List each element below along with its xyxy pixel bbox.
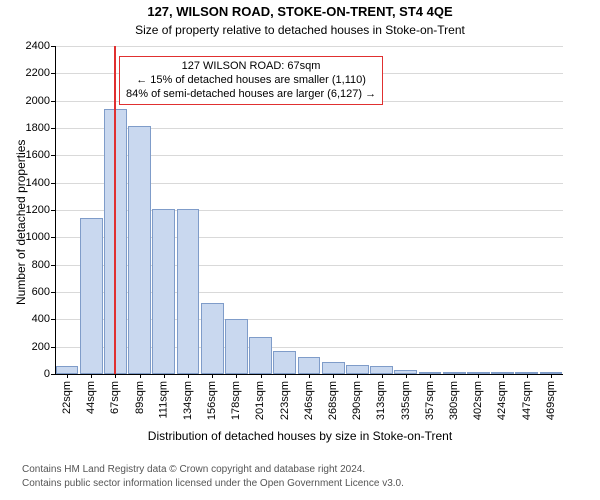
x-tick-label: 380sqm: [448, 374, 460, 420]
chart-title: 127, WILSON ROAD, STOKE-ON-TRENT, ST4 4Q…: [0, 4, 600, 19]
x-tick-label: 290sqm: [351, 374, 363, 420]
chart-subtitle: Size of property relative to detached ho…: [0, 23, 600, 37]
annotation-line-2: ← 15% of detached houses are smaller (1,…: [126, 74, 376, 88]
x-axis-label: Distribution of detached houses by size …: [0, 429, 600, 443]
histogram-bar: [80, 218, 103, 374]
x-tick-label: 178sqm: [230, 374, 242, 420]
x-tick-label: 44sqm: [85, 374, 97, 414]
x-tick-label: 246sqm: [303, 374, 315, 420]
histogram-bar: [298, 357, 321, 374]
annotation-line-1: 127 WILSON ROAD: 67sqm: [126, 60, 376, 74]
histogram-bar: [322, 362, 345, 374]
histogram-bar: [225, 319, 248, 374]
grid-line: [55, 46, 563, 47]
x-tick-label: 22sqm: [61, 374, 73, 414]
x-tick-label: 67sqm: [109, 374, 121, 414]
x-tick-label: 89sqm: [134, 374, 146, 414]
chart-footer: Contains HM Land Registry data © Crown c…: [22, 463, 404, 490]
x-tick-label: 424sqm: [497, 374, 509, 420]
annotation-line-3: 84% of semi-detached houses are larger (…: [126, 88, 376, 102]
highlight-line: [114, 46, 116, 374]
histogram-bar: [201, 303, 224, 374]
histogram-bar: [128, 126, 151, 374]
x-tick-label: 201sqm: [255, 374, 267, 420]
x-tick-label: 335sqm: [400, 374, 412, 420]
x-tick-label: 402sqm: [472, 374, 484, 420]
x-tick-label: 268sqm: [327, 374, 339, 420]
histogram-bar: [56, 366, 79, 374]
histogram-bar: [249, 337, 272, 374]
y-axis-label: Number of detached properties: [14, 140, 28, 305]
x-tick-label: 313sqm: [376, 374, 388, 420]
histogram-bar: [273, 351, 296, 374]
plot-area: 0200400600800100012001400160018002000220…: [55, 46, 563, 374]
histogram-bar: [177, 209, 200, 374]
histogram-bar: [152, 209, 175, 374]
histogram-bar: [346, 365, 369, 374]
histogram-bar: [370, 366, 393, 374]
x-tick-label: 156sqm: [206, 374, 218, 420]
x-tick-label: 469sqm: [545, 374, 557, 420]
x-tick-label: 223sqm: [279, 374, 291, 420]
x-tick-label: 134sqm: [182, 374, 194, 420]
x-tick-label: 357sqm: [424, 374, 436, 420]
y-axis-line: [55, 46, 56, 374]
x-tick-label: 111sqm: [158, 374, 170, 419]
annotation-box: 127 WILSON ROAD: 67sqm← 15% of detached …: [119, 56, 383, 105]
x-tick-label: 447sqm: [521, 374, 533, 420]
